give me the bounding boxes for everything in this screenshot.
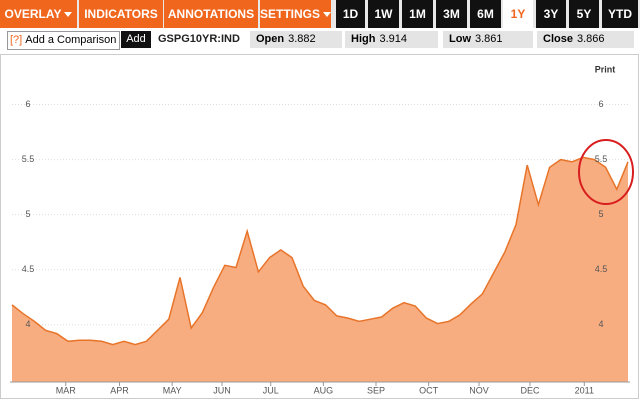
menu-button[interactable]: INDICATORS [79, 0, 163, 46]
x-tick-label: AUG [314, 385, 334, 395]
x-tick-label: JUL [263, 385, 279, 395]
range-button[interactable]: 1D [336, 0, 365, 28]
toolbar: OVERLAY INDICATORS ANNOTATIONS SETTINGS 1D 1W… [0, 0, 640, 46]
range-button[interactable]: 1W [368, 0, 399, 28]
chart: Print 4 4 4.5 4.5 5 5 5.5 5.5 6 6 MAR APR MAY JUN JUL A… [0, 54, 639, 399]
x-tick-label: 2011 [575, 385, 594, 395]
x-tick-label: APR [110, 385, 129, 395]
quote-value: 3.866 [576, 33, 605, 45]
quote-value: 3.882 [288, 33, 316, 45]
quote: Open 3.882 [250, 31, 342, 48]
quote: Close 3.866 [537, 31, 634, 48]
range-button[interactable]: 3Y [536, 0, 566, 28]
range-button[interactable]: 5Y [569, 0, 599, 28]
quote-value: 3.861 [475, 33, 503, 45]
print-link[interactable]: Print [595, 64, 616, 74]
y-tick-label: 4.5 [22, 264, 35, 274]
area [12, 157, 628, 382]
y-tick-label-right: 4 [598, 319, 603, 329]
x-tick-label: DEC [520, 385, 540, 395]
y-tick-label: 6 [25, 99, 30, 109]
quote-value: 3.914 [379, 33, 407, 45]
menu-label: OVERLAY [4, 7, 62, 21]
range-button[interactable]: 1M [402, 0, 433, 28]
x-tick-label: SEP [367, 385, 385, 395]
x-tick-label: JUN [213, 385, 231, 395]
quote-label: Low [449, 33, 471, 45]
x-tick-label: NOV [469, 385, 489, 395]
quote-bar: [?] Add a Comparison Add GSPG10YR:IND Ope… [0, 29, 640, 51]
range-button[interactable]: 1Y [503, 0, 533, 28]
y-tick-label-right: 6 [598, 99, 603, 109]
dropdown-arrow [64, 12, 73, 18]
x-tick-label: OCT [419, 385, 439, 395]
quote-label: Open [256, 33, 285, 45]
compare-input[interactable]: [?] Add a Comparison [7, 31, 120, 50]
y-tick-label: 5.5 [22, 154, 35, 164]
menu-label: SETTINGS [260, 7, 321, 21]
symbol: GSPG10YR:IND [158, 33, 240, 45]
dropdown-arrow [323, 12, 332, 18]
y-tick-label-right: 5 [598, 209, 603, 219]
dropdown-arrow [208, 40, 217, 46]
y-tick-label-right: 5.5 [595, 154, 608, 164]
quote-label: Close [543, 33, 573, 45]
menu-label: INDICATORS [84, 7, 158, 21]
y-tick-label-right: 4.5 [595, 264, 608, 274]
highlight-circle [578, 139, 634, 205]
quote: High 3.914 [345, 31, 438, 48]
quote: Low 3.861 [443, 31, 533, 48]
range-button[interactable]: YTD [602, 0, 638, 28]
x-tick-label: MAY [163, 385, 182, 395]
x-tick-label: MAR [56, 385, 77, 395]
help-icon[interactable]: [?] [10, 34, 23, 46]
y-tick-label: 5 [25, 209, 30, 219]
range-button[interactable]: 6M [470, 0, 501, 28]
compare-placeholder: Add a Comparison [25, 34, 117, 46]
range-button[interactable]: 3M [436, 0, 467, 28]
menu-button[interactable]: SETTINGS [260, 0, 332, 28]
menu-label: ANNOTATIONS [167, 7, 255, 21]
line [11, 156, 629, 346]
y-tick-label: 4 [25, 319, 30, 329]
quote-label: High [351, 33, 376, 45]
menu-button[interactable]: OVERLAY [0, 0, 77, 28]
add-button[interactable]: Add [121, 31, 151, 48]
menu-button[interactable]: ANNOTATIONS [164, 0, 258, 46]
